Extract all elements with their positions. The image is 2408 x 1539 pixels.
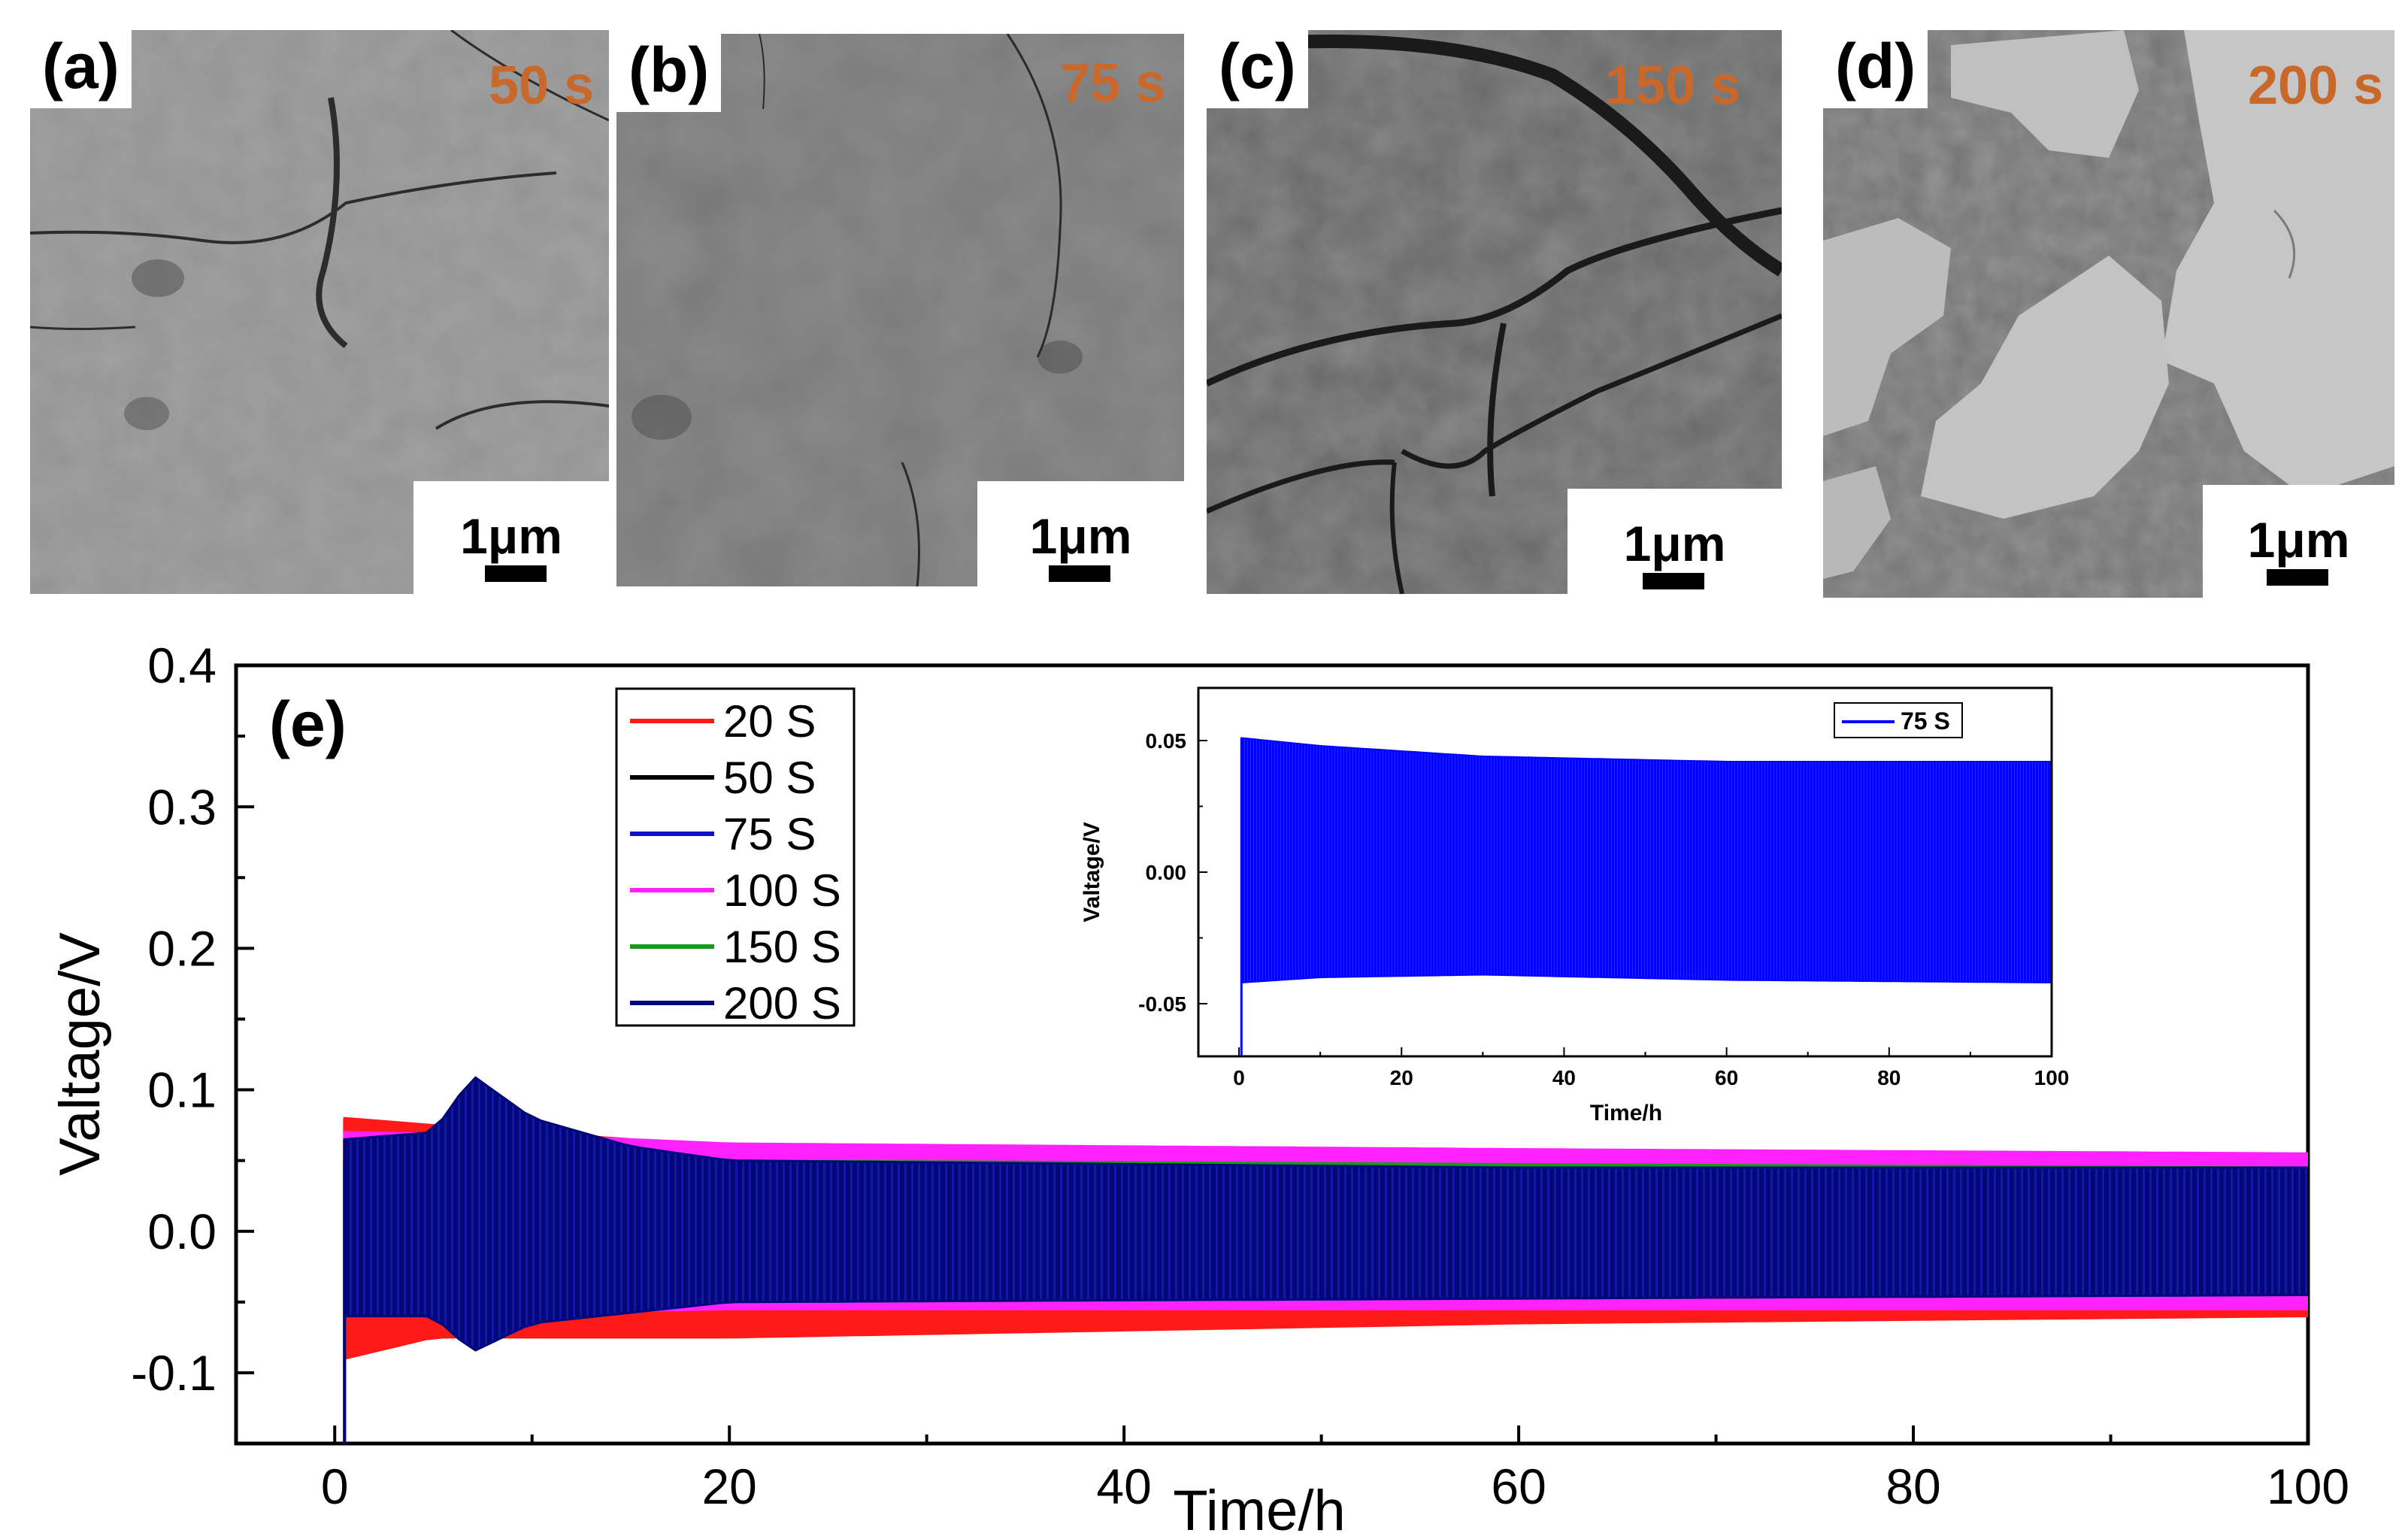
y-tick-label: 0.4 [147, 638, 217, 693]
scale-bar-line-a [485, 565, 547, 582]
x-tick-label: 80 [1877, 1066, 1901, 1089]
scale-bar-label-b: 1μm [1029, 508, 1132, 564]
x-tick-label: 100 [2267, 1459, 2349, 1514]
x-tick-label: 0 [321, 1459, 349, 1514]
main-legend-frame [615, 687, 856, 1027]
chart-panel-label: (e) [269, 689, 347, 759]
x-tick-label: 40 [1096, 1459, 1151, 1514]
legend-label-150s: 150 S [723, 922, 841, 972]
panel-label-b: (b) [616, 34, 722, 112]
scale-bar-line-c [1643, 573, 1704, 589]
scale-bar-label-a: 1μm [460, 508, 562, 564]
main-y-axis-label: Valtage/V [48, 932, 112, 1176]
y-tick-label: -0.05 [1138, 992, 1186, 1016]
x-tick-label: 80 [1886, 1459, 1940, 1514]
time-label-b: 75 s [1060, 53, 1166, 114]
main-series-group [343, 1076, 2308, 1444]
x-tick-label: 40 [1552, 1066, 1576, 1089]
time-label-c: 150 s [1605, 56, 1741, 116]
x-tick-label: 60 [1715, 1066, 1738, 1089]
sem-panel-a: (a) 50 s 1μm [30, 30, 609, 594]
sem-panel-b: (b) 75 s 1μm [616, 34, 1184, 586]
legend-label-100s: 100 S [723, 865, 841, 916]
scale-bar-c: 1μm [1567, 489, 1782, 594]
y-tick-label: 0.2 [147, 920, 217, 976]
panel-label-d: (d) [1823, 30, 1928, 108]
x-tick-label: 60 [1491, 1459, 1546, 1514]
x-tick-label: 20 [701, 1459, 756, 1514]
main-x-axis-label: Time/h [1173, 1479, 1345, 1539]
sem-panel-d: (d) 200 s 1μm [1823, 30, 2394, 598]
y-tick-label: 0.3 [147, 779, 217, 835]
y-tick-label: 0.1 [147, 1062, 217, 1118]
legend-label-200s: 200 S [723, 978, 841, 1029]
x-tick-label: 100 [2034, 1066, 2070, 1089]
inset-chart: 0 20 40 60 80 100 -0.05 0.00 0.05 Time/h Valtage… [1080, 686, 2069, 1125]
time-label-a: 50 s [489, 56, 595, 116]
main-axes-group: 0 20 40 60 80 100 -0.1 0.0 0.1 0.2 0.3 0.4 [131, 638, 2349, 1514]
legend-label-20s: 20 S [723, 696, 816, 747]
inset-x-axis-label: Time/h [1590, 1101, 1662, 1125]
panel-label-c: (c) [1207, 30, 1308, 108]
y-tick-label: 0.0 [147, 1204, 217, 1259]
y-tick-label: 0.00 [1146, 861, 1187, 884]
scale-bar-d: 1μm [2203, 485, 2394, 598]
x-tick-label: 20 [1390, 1066, 1413, 1089]
series-band-75s [1240, 737, 2052, 984]
legend-label-50s: 50 S [723, 753, 816, 803]
y-tick-label: -0.1 [131, 1345, 217, 1401]
x-tick-label: 0 [1233, 1066, 1245, 1089]
scale-bar-label-c: 1μm [1623, 516, 1726, 571]
scale-bar-a: 1μm [413, 481, 609, 594]
inset-series-group [1240, 737, 2052, 1056]
main-plot-frame [234, 663, 2310, 1446]
scale-bar-line-b [1049, 565, 1110, 582]
inset-legend-label: 75 S [1901, 707, 1950, 735]
inset-axes-group: 0 20 40 60 80 100 -0.05 0.00 0.05 [1138, 729, 2069, 1089]
voltage-time-chart: 0 20 40 60 80 100 -0.1 0.0 0.1 0.2 0.3 0.4 (e) Time… [48, 638, 2349, 1539]
scale-bar-label-d: 1μm [2247, 512, 2350, 568]
series-band-200s [343, 1076, 2308, 1352]
y-tick-label: 0.05 [1146, 729, 1187, 753]
sem-image-a [30, 30, 609, 594]
sem-panel-c: (c) 150 s 1μm [1207, 30, 1782, 594]
scale-bar-line-d [2267, 569, 2328, 586]
inset-legend: 75 S [1834, 702, 1963, 738]
scale-bar-b: 1μm [977, 481, 1184, 586]
time-label-d: 200 s [2248, 56, 2384, 116]
panel-label-a: (a) [30, 30, 132, 108]
main-legend: 20 S 50 S 75 S 100 S 150 S 200 S [615, 687, 856, 1029]
inset-y-axis-label: Valtage/V [1080, 822, 1104, 922]
legend-label-75s: 75 S [723, 809, 816, 859]
